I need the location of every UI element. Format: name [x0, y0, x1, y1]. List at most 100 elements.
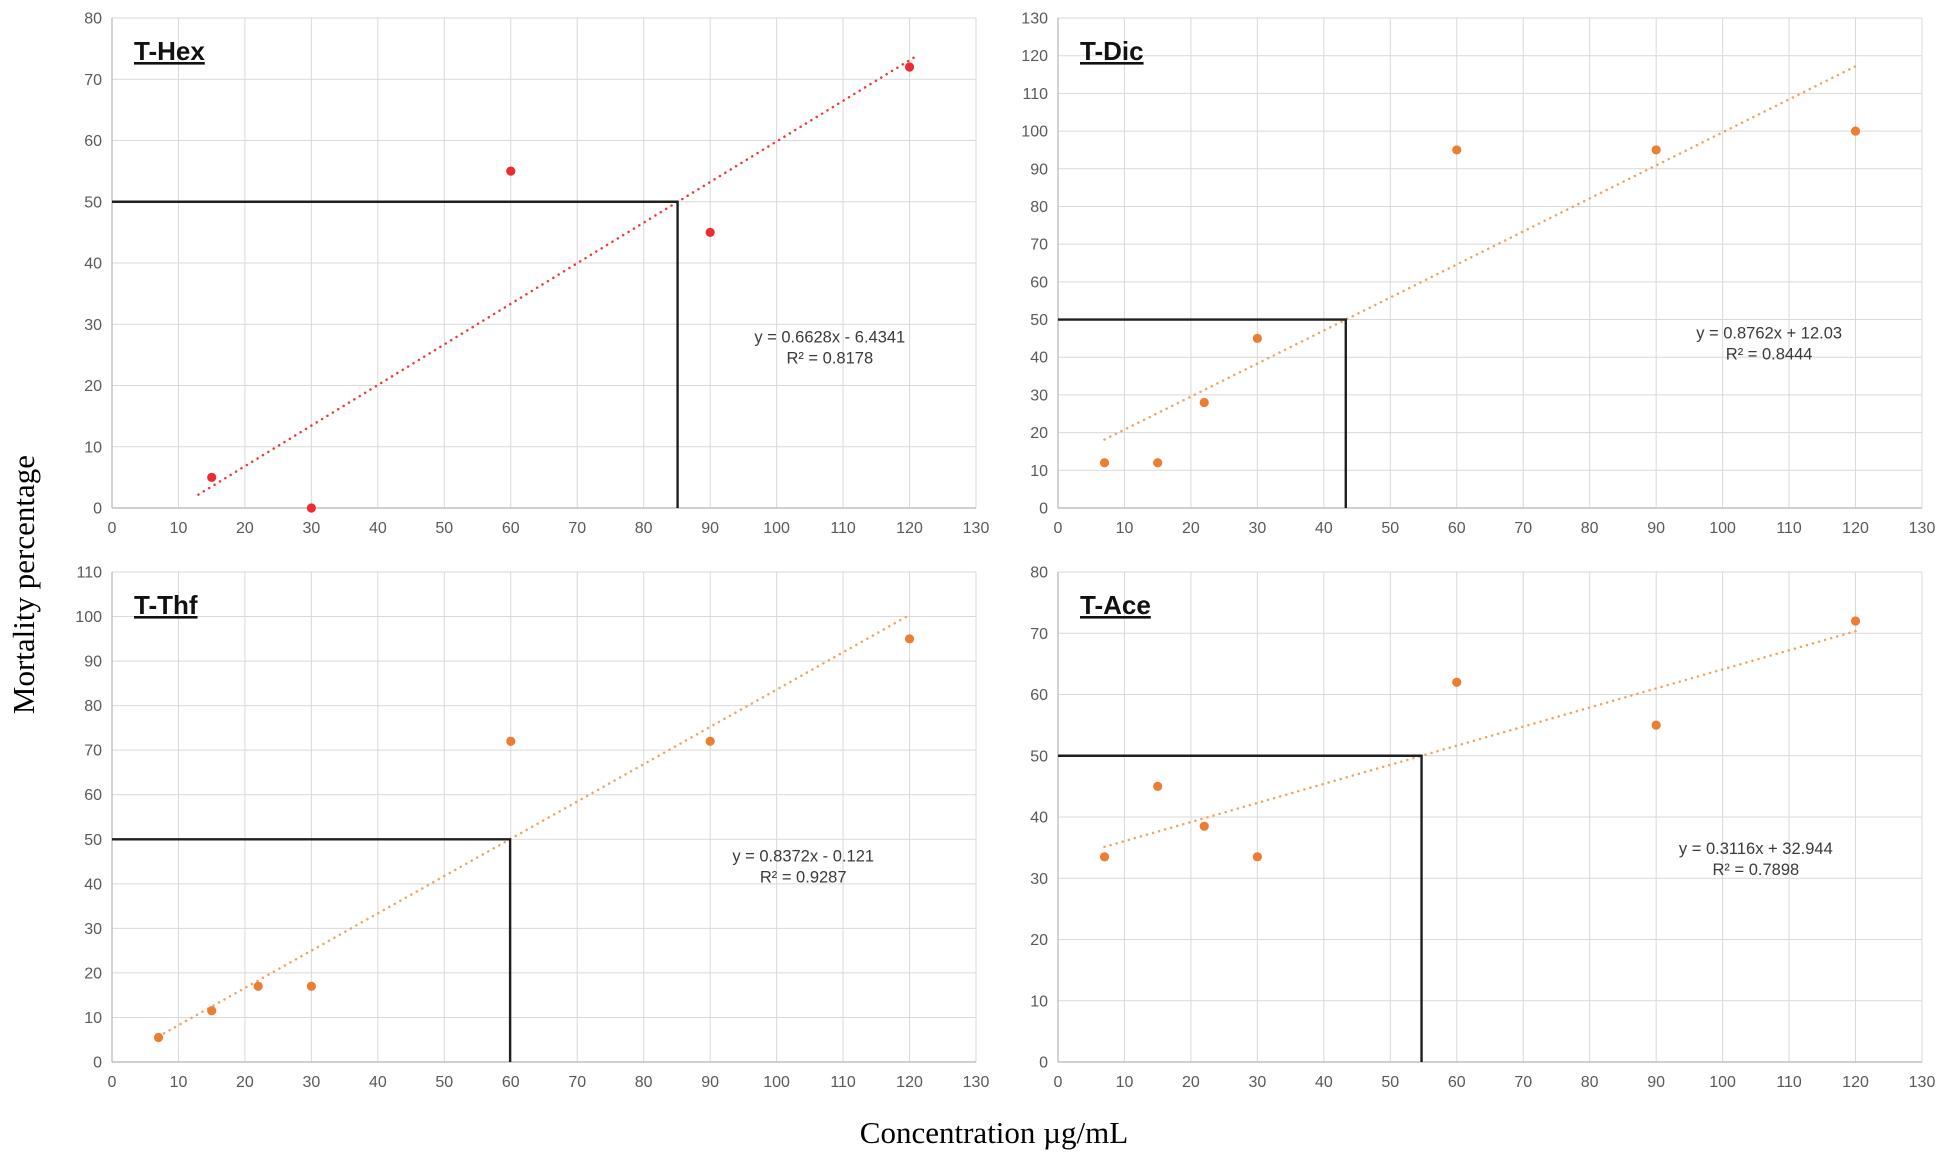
- x-tick-label: 30: [302, 520, 320, 537]
- trendline-annotation: y = 0.6628x - 6.4341 R² = 0.8178: [754, 329, 905, 368]
- lc50-crosshair: [112, 837, 512, 1062]
- y-tick-label: 60: [84, 787, 102, 804]
- y-tick-label: 70: [1030, 237, 1048, 254]
- data-point: [207, 1005, 217, 1015]
- x-tick-label: 30: [302, 1074, 320, 1091]
- x-tick-label: 70: [568, 520, 586, 537]
- y-axis-label-column: Mortality percentage: [0, 0, 48, 1169]
- x-tick-label: 50: [435, 1074, 453, 1091]
- x-tick-label: 30: [1248, 520, 1266, 537]
- y-tick-label: 0: [1039, 1054, 1048, 1071]
- y-tick-label: 0: [1039, 501, 1048, 518]
- chart-title: T-Hex: [134, 36, 205, 66]
- y-tick-label: 10: [84, 1009, 102, 1026]
- data-point: [153, 1032, 164, 1042]
- x-tick-label: 10: [1116, 1074, 1134, 1091]
- x-tick-label: 50: [1381, 520, 1399, 537]
- chart-layer: 0 10 20 30 40 50 60 70 80 90 100 110 120 130 0 10 20 30 40…: [1021, 11, 1935, 538]
- chart-svg-t-dic: 0 10 20 30 40 50 60 70 80 90 100 110 120 130 0 10 20 30 40…: [1021, 11, 1935, 538]
- x-tick-label: 20: [1182, 520, 1200, 537]
- y-tick-label: 80: [1030, 199, 1048, 216]
- y-tick-label: 120: [1021, 48, 1048, 65]
- data-point: [306, 981, 316, 991]
- trendline-annotation: y = 0.8372x - 0.121 R² = 0.9287: [732, 847, 874, 886]
- y-tick-label: 10: [1030, 463, 1048, 480]
- chart-layer: 0 10 20 30 40 50 60 70 80 90 100 110 120 130 0 10 20 30 40…: [1030, 564, 1935, 1091]
- y-tick-label: 30: [1030, 387, 1048, 404]
- x-tick-label: 20: [236, 1074, 254, 1091]
- x-tick-label: 130: [963, 1074, 990, 1091]
- data-point: [1850, 126, 1861, 136]
- x-tick-label: 0: [108, 520, 117, 537]
- data-point: [1452, 145, 1462, 155]
- y-tick-label: 40: [1030, 350, 1048, 367]
- x-tick-label: 40: [1315, 520, 1333, 537]
- x-tick-label: 10: [1116, 520, 1134, 537]
- y-tick-label: 50: [84, 831, 102, 848]
- y-tick-label: 0: [93, 1054, 102, 1071]
- y-tick-label: 80: [84, 11, 102, 28]
- data-point: [1099, 851, 1110, 861]
- data-point: [1153, 458, 1163, 468]
- data-point: [1651, 145, 1661, 155]
- equation-line: y = 0.3116x + 32.944: [1679, 839, 1833, 857]
- r-squared-line: R² = 0.7898: [1713, 860, 1800, 878]
- data-point: [1651, 720, 1661, 730]
- x-tick-label: 110: [830, 520, 856, 537]
- x-tick-label: 50: [1381, 1074, 1399, 1091]
- lc50-crosshair: [1058, 754, 1423, 1062]
- y-tick-label: 10: [84, 439, 102, 456]
- x-tick-label: 60: [1448, 520, 1466, 537]
- x-tick-label: 90: [701, 1074, 719, 1091]
- y-tick-label: 50: [1030, 312, 1048, 329]
- y-tick-label: 50: [1030, 748, 1048, 765]
- y-tick-label: 30: [84, 920, 102, 937]
- trendline: [1103, 65, 1857, 441]
- x-tick-label: 30: [1248, 1074, 1266, 1091]
- data-point: [306, 503, 316, 513]
- x-tick-label: 60: [1448, 1074, 1466, 1091]
- trendline: [157, 613, 911, 1038]
- y-tick-label: 30: [1030, 870, 1048, 887]
- x-tick-label: 100: [763, 520, 790, 537]
- data-point: [253, 981, 263, 991]
- y-tick-label: 10: [1030, 993, 1048, 1010]
- x-tick-label: 70: [1514, 520, 1532, 537]
- y-tick-label: 80: [84, 698, 102, 715]
- y-tick-label: 40: [1030, 809, 1048, 826]
- r-squared-line: R² = 0.8444: [1726, 345, 1813, 363]
- x-tick-label: 10: [170, 520, 188, 537]
- y-tick-label: 110: [76, 564, 102, 581]
- y-tick-label: 30: [84, 317, 102, 334]
- equation-line: y = 0.8372x - 0.121: [732, 847, 874, 865]
- chart-title: T-Dic: [1080, 36, 1144, 66]
- equation-line: y = 0.8762x + 12.03: [1696, 324, 1842, 342]
- data-point: [1153, 781, 1163, 791]
- x-tick-label: 110: [830, 1074, 856, 1091]
- y-tick-label: 20: [84, 965, 102, 982]
- y-tick-label: 50: [84, 194, 102, 211]
- x-tick-label: 100: [1709, 1074, 1736, 1091]
- shared-x-axis-label: Concentration µg/mL: [859, 1115, 1129, 1150]
- lc50-crosshair: [112, 200, 679, 508]
- x-tick-label: 40: [369, 1074, 387, 1091]
- x-tick-label: 40: [369, 520, 387, 537]
- data-point: [506, 166, 516, 176]
- x-tick-label: 50: [435, 520, 453, 537]
- data-point: [1452, 677, 1462, 687]
- data-point: [904, 633, 915, 643]
- x-tick-label: 130: [1909, 1074, 1936, 1091]
- r-squared-line: R² = 0.9287: [760, 868, 847, 886]
- x-tick-label: 0: [1054, 1074, 1063, 1091]
- charts-area: 0 10 20 30 40 50 60 70 80 90 100 110 120 130 0 10 20 30 40…: [48, 0, 1940, 1169]
- y-tick-label: 90: [84, 653, 102, 670]
- x-tick-label: 130: [1909, 520, 1936, 537]
- x-tick-label: 20: [1182, 1074, 1200, 1091]
- x-tick-label: 120: [1842, 1074, 1869, 1091]
- x-tick-label: 60: [502, 520, 520, 537]
- data-point: [207, 472, 217, 482]
- x-tick-label: 110: [1776, 1074, 1802, 1091]
- charts-grid: 0 10 20 30 40 50 60 70 80 90 100 110 120 130 0 10 20 30 40…: [48, 0, 1940, 1107]
- data-point: [904, 62, 915, 72]
